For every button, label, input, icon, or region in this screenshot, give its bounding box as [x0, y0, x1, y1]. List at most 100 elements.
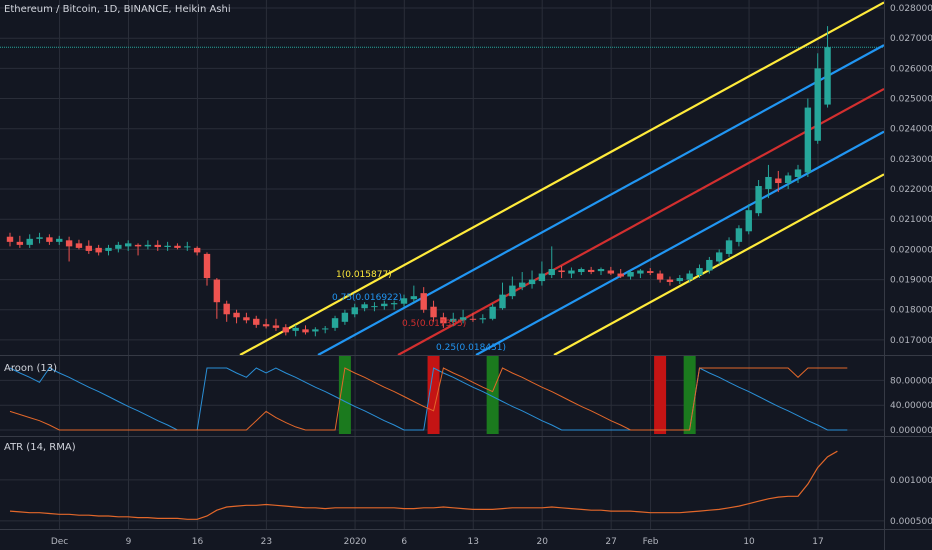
- candle-body: [430, 306, 437, 318]
- candle-body: [499, 294, 506, 309]
- aroon-cross-down-band: [427, 356, 440, 434]
- time-tick-label: 2020: [344, 537, 367, 547]
- fib-label: 0.75(0.016922): [332, 293, 402, 303]
- price-axis: 0.028000 0.027000 0.026000 0.025000 0.024000…: [890, 4, 932, 527]
- price-tick-label: 0.019000: [890, 276, 932, 286]
- candle-body: [400, 298, 408, 304]
- candle-body: [125, 243, 132, 247]
- candle-body: [558, 270, 565, 273]
- candle-body: [509, 285, 516, 297]
- candle-body: [292, 327, 299, 331]
- candle-body: [193, 247, 201, 253]
- candle-body: [686, 273, 693, 280]
- candle-body: [154, 244, 161, 247]
- time-axis: Dec 9 16 23 2020 6 13 20 27 Feb 10 17: [51, 537, 824, 547]
- time-tick-label: 6: [401, 537, 407, 547]
- candle-body: [115, 244, 122, 249]
- aroon-cross-up-band: [486, 356, 499, 434]
- atr-tick-label: 0.001000: [890, 476, 932, 486]
- time-tick-label: 9: [126, 537, 132, 547]
- candle-body: [607, 270, 615, 274]
- aroon-tick-label: 80.000000: [890, 376, 932, 386]
- candle-body: [381, 303, 388, 307]
- candle-body: [174, 245, 181, 248]
- candle-body: [164, 245, 171, 247]
- atr-line: [9, 450, 838, 520]
- price-tick-label: 0.022000: [890, 185, 932, 195]
- aroon-cross-up-band: [338, 356, 351, 434]
- candle-body: [6, 236, 14, 242]
- candle-body: [784, 175, 792, 184]
- atr-tick-label: 0.000500: [890, 517, 932, 527]
- candle-body: [755, 186, 762, 214]
- candle-body: [656, 273, 664, 280]
- price-tick-label: 0.027000: [890, 34, 932, 44]
- price-tick-label: 0.026000: [890, 64, 932, 74]
- candle-body: [765, 176, 772, 190]
- candle-body: [519, 282, 526, 288]
- candle-body: [706, 259, 713, 271]
- aroon-pane: [0, 356, 884, 434]
- price-tick-label: 0.021000: [890, 215, 932, 225]
- candle-body: [36, 237, 43, 239]
- candle-body: [233, 312, 240, 318]
- aroon-cross-down-band: [654, 356, 667, 434]
- candle-body: [775, 178, 782, 184]
- candle-body: [26, 238, 33, 245]
- candle-body: [814, 68, 821, 141]
- aroon-up-line: [9, 367, 848, 431]
- candle-body: [134, 244, 142, 247]
- candle-body: [666, 279, 674, 282]
- candle-body: [696, 268, 703, 276]
- time-tick-label: 17: [812, 537, 823, 547]
- candle-body: [528, 279, 536, 285]
- grid-lines: [0, 0, 884, 529]
- candle-body: [587, 269, 595, 273]
- candle-body: [56, 238, 63, 242]
- candle-body: [735, 228, 743, 242]
- candle-body: [725, 240, 733, 254]
- time-tick-label: 23: [261, 537, 272, 547]
- candle-body: [371, 306, 378, 308]
- candle-body: [184, 246, 191, 248]
- price-tick-label: 0.028000: [890, 4, 932, 14]
- aroon-cross-up-band: [683, 356, 696, 434]
- candle-body: [312, 329, 319, 332]
- time-tick-label: 10: [743, 537, 755, 547]
- fib-line-075: [317, 44, 885, 356]
- candle-body: [568, 270, 575, 274]
- time-tick-label: 27: [605, 537, 616, 547]
- candle-body: [420, 293, 427, 310]
- time-tick-label: 16: [192, 537, 204, 547]
- candle-body: [213, 279, 221, 303]
- price-tick-label: 0.020000: [890, 245, 932, 255]
- candle-body: [105, 247, 112, 251]
- candle-body: [322, 328, 329, 330]
- fib-line-05: [397, 87, 885, 356]
- aroon-down-line: [9, 367, 848, 431]
- candle-body: [410, 296, 418, 300]
- candle-body: [578, 269, 585, 273]
- price-tick-label: 0.025000: [890, 95, 932, 105]
- atr-pane: [0, 450, 884, 522]
- candle-body: [469, 318, 477, 320]
- candle-body: [745, 210, 752, 232]
- time-tick-label: 20: [536, 537, 548, 547]
- candle-body: [538, 273, 546, 282]
- candle-body: [243, 317, 250, 321]
- candle-body: [804, 107, 812, 173]
- price-tick-label: 0.023000: [890, 155, 932, 165]
- candle-body: [282, 327, 289, 333]
- candle-body: [302, 329, 309, 333]
- candle-body: [548, 269, 555, 276]
- candle-body: [95, 247, 102, 253]
- candle-body: [203, 253, 211, 279]
- candle-body: [617, 273, 624, 277]
- candle-body: [253, 318, 260, 325]
- fib-channel-labels: 1(0.015877) 0.75(0.016922) 0.5(0.017395) 0.…: [332, 270, 506, 353]
- candle-body: [647, 271, 654, 273]
- aroon-tick-label: 40.000000: [890, 401, 932, 411]
- candle-body: [223, 303, 230, 315]
